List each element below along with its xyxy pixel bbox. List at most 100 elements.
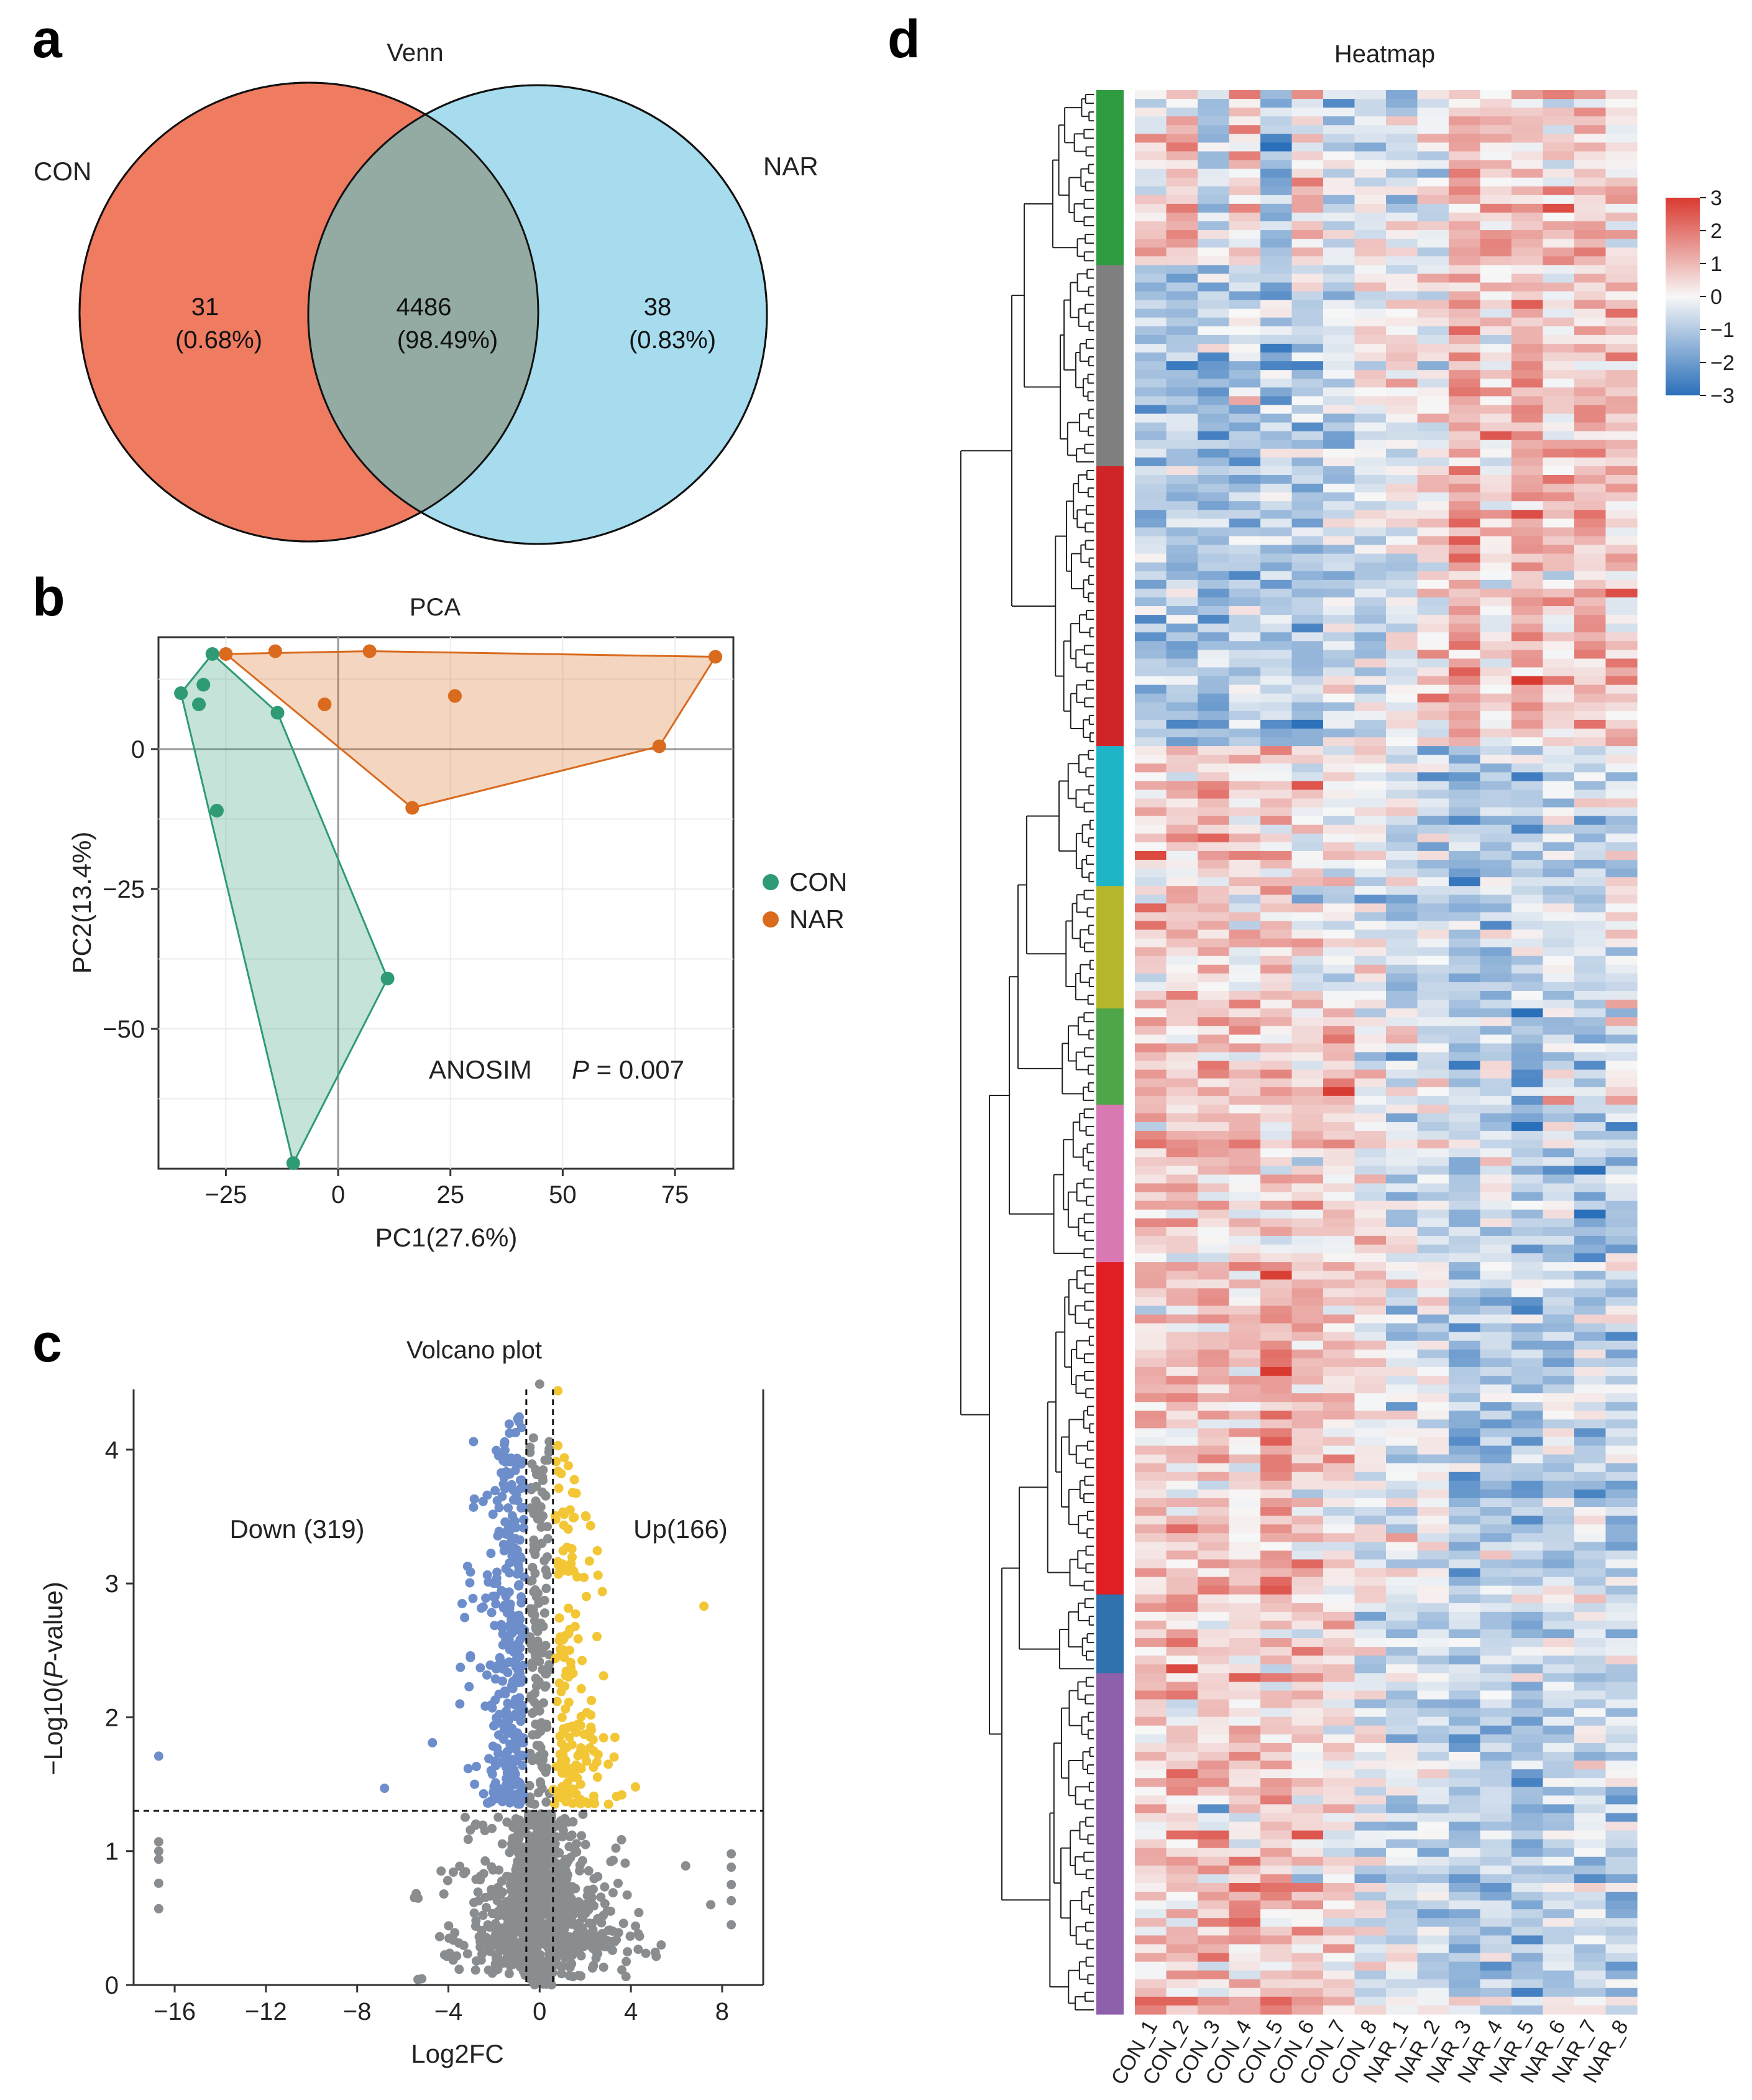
volcano-point-up (564, 1603, 574, 1613)
heatmap-cell (1449, 1498, 1481, 1508)
volcano-point-ns (589, 1961, 599, 1971)
heatmap-cell (1229, 929, 1261, 939)
heatmap-cell (1354, 1279, 1387, 1289)
heatmap-cell (1198, 308, 1230, 318)
pca-title: PCA (410, 594, 461, 621)
heatmap-cell (1511, 1454, 1544, 1464)
heatmap-cell (1605, 850, 1638, 860)
heatmap-cell (1354, 816, 1387, 826)
heatmap-cell (1605, 746, 1638, 755)
heatmap-cell (1323, 1271, 1355, 1280)
heatmap-cell (1291, 1000, 1324, 1009)
heatmap-cell (1511, 396, 1544, 406)
heatmap-cell (1354, 274, 1387, 283)
heatmap-cell (1386, 1358, 1418, 1368)
heatmap-cell (1166, 824, 1198, 834)
volcano-point-ns (514, 1830, 524, 1840)
heatmap-cell (1260, 579, 1293, 589)
heatmap-cell (1323, 1245, 1355, 1254)
heatmap-cell (1386, 1332, 1418, 1342)
heatmap-cell (1386, 1174, 1418, 1184)
heatmap-cell (1543, 929, 1575, 939)
heatmap-cell (1229, 833, 1261, 843)
heatmap-cell (1323, 536, 1355, 546)
volcano-point-down (510, 1769, 520, 1779)
heatmap-cell (1291, 842, 1324, 852)
heatmap-cell (1511, 991, 1544, 1000)
heatmap-cell (1480, 99, 1512, 108)
heatmap-cell (1417, 545, 1449, 555)
volcano-point-up (553, 1466, 563, 1476)
heatmap-cell (1323, 90, 1355, 99)
volcano-point-ns (535, 1777, 545, 1787)
heatmap-cell (1543, 658, 1575, 668)
heatmap-cell (1543, 624, 1575, 633)
heatmap-cell (1135, 501, 1167, 510)
pca-point-con (270, 706, 285, 720)
heatmap-cell (1260, 588, 1293, 598)
heatmap-cell (1386, 641, 1418, 650)
volcano-point-up (565, 1505, 575, 1515)
volcano-point-down (498, 1539, 508, 1549)
volcano-point-up (553, 1440, 563, 1450)
heatmap-cell (1260, 658, 1293, 668)
heatmap-cell (1135, 422, 1167, 432)
heatmap-cell (1605, 1113, 1638, 1123)
heatmap-cell (1229, 125, 1261, 134)
heatmap-cell (1574, 1069, 1607, 1079)
heatmap-cell (1449, 413, 1481, 423)
heatmap-cell (1480, 405, 1512, 415)
heatmap-cell (1574, 448, 1607, 458)
heatmap-cell (1260, 850, 1293, 860)
heatmap-cell (1291, 1323, 1324, 1333)
heatmap-cell (1166, 1376, 1198, 1385)
heatmap-cell (1605, 370, 1638, 379)
volcano-point-up (553, 1792, 563, 1802)
volcano-point-up (573, 1634, 583, 1644)
venn-nar-pct: (0.83%) (629, 326, 716, 354)
heatmap-cell (1417, 413, 1449, 423)
volcano-point-ns (544, 1665, 554, 1675)
heatmap-cell (1480, 1061, 1512, 1071)
volcano-point-up (599, 1671, 608, 1681)
heatmap-cell (1198, 1288, 1230, 1298)
heatmap-cell (1229, 1489, 1261, 1499)
heatmap-cell (1198, 343, 1230, 353)
heatmap-cell (1417, 1008, 1449, 1018)
heatmap-cell (1291, 1166, 1324, 1176)
heatmap-cell (1480, 1104, 1512, 1114)
heatmap-cell (1511, 641, 1544, 650)
volcano-point-down (517, 1700, 527, 1710)
heatmap-cell (1449, 1445, 1481, 1455)
heatmap-cell (1574, 571, 1607, 581)
heatmap-cell (1386, 571, 1418, 581)
heatmap-cell (1511, 352, 1544, 362)
heatmap-cell (1198, 693, 1230, 703)
heatmap-cell (1386, 1034, 1418, 1044)
heatmap-cell (1323, 1157, 1355, 1166)
heatmap-cell (1354, 1043, 1387, 1053)
heatmap-cell (1323, 956, 1355, 965)
volcano-point-ns (520, 1862, 530, 1872)
heatmap-cell (1417, 160, 1449, 170)
heatmap-cell (1543, 1411, 1575, 1420)
heatmap-cell (1323, 772, 1355, 781)
heatmap-cell (1605, 405, 1638, 415)
heatmap-cell (1605, 1140, 1638, 1149)
volcano-point-ns (559, 1889, 569, 1899)
heatmap-cell (1229, 518, 1261, 528)
heatmap-cell (1229, 1069, 1261, 1079)
heatmap-cell (1135, 475, 1167, 484)
heatmap-cell (1260, 1454, 1293, 1464)
heatmap-cell (1291, 326, 1324, 336)
heatmap-cell (1386, 422, 1418, 432)
heatmap-cell (1605, 1349, 1638, 1359)
heatmap-cell (1166, 597, 1198, 607)
heatmap-cell (1354, 431, 1387, 441)
heatmap-cell (1480, 816, 1512, 826)
heatmap-cell (1449, 1366, 1481, 1376)
heatmap-cell (1229, 973, 1261, 983)
heatmap-cell (1166, 431, 1198, 441)
heatmap-cell (1480, 615, 1512, 624)
heatmap-cell (1354, 579, 1387, 589)
